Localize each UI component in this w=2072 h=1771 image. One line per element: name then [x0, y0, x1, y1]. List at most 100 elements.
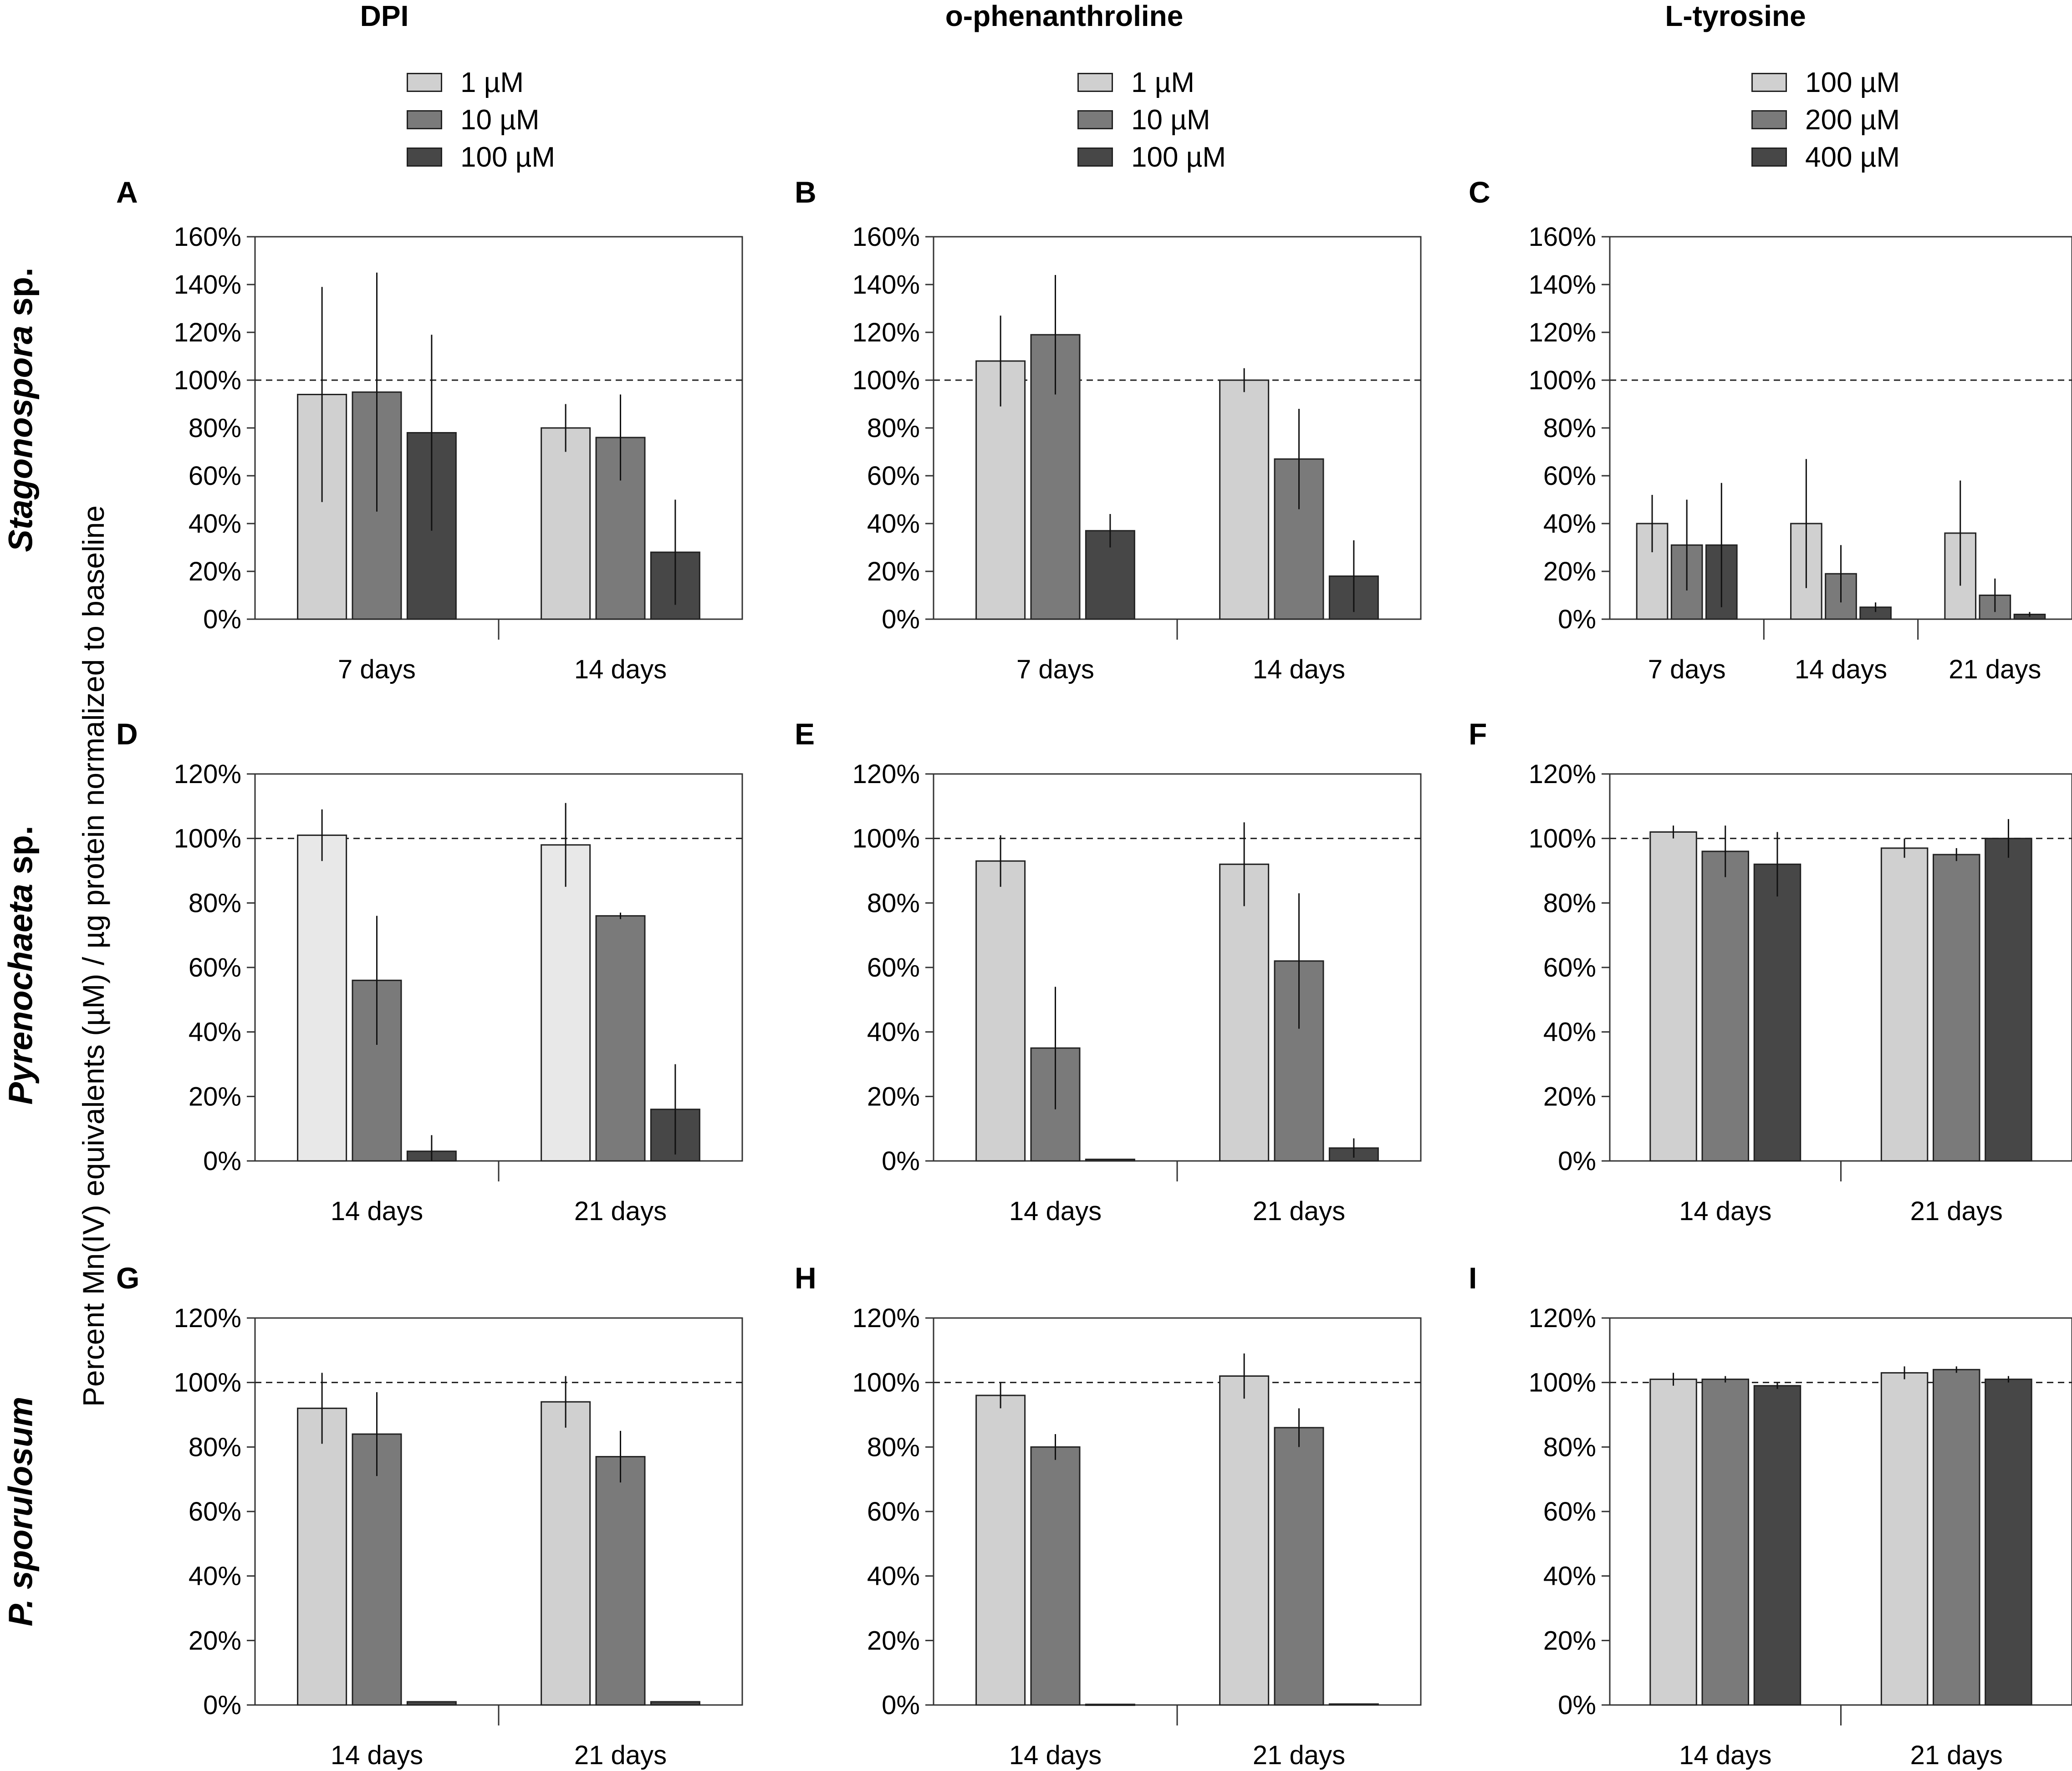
legend-swatch-dark: [1077, 148, 1113, 167]
y-tick-label: 140%: [852, 270, 920, 300]
bar: [1933, 1369, 1980, 1706]
bar: [1274, 1427, 1324, 1706]
y-tick-label: 60%: [1543, 1497, 1596, 1527]
x-category-label: 21 days: [1253, 1196, 1345, 1226]
y-tick-label: 40%: [1543, 1018, 1596, 1047]
y-tick-label: 160%: [174, 222, 241, 252]
y-tick-label: 120%: [852, 318, 920, 347]
y-tick-label: 100%: [174, 1368, 241, 1398]
bar: [1274, 458, 1324, 620]
x-category-label: 14 days: [1253, 655, 1345, 684]
bar: [1085, 1158, 1135, 1162]
y-tick-label: 100%: [1529, 824, 1596, 854]
y-tick-label: 0%: [203, 605, 241, 634]
panel-letter: I: [1469, 1261, 1477, 1295]
y-tick-label: 100%: [1529, 366, 1596, 395]
panel-letter: A: [116, 175, 138, 209]
y-tick-label: 60%: [867, 1497, 920, 1527]
y-tick-label: 20%: [867, 1082, 920, 1111]
bar: [297, 1407, 347, 1706]
bar: [1030, 1446, 1081, 1706]
y-tick-label: 80%: [189, 413, 241, 443]
legend-label: 100 µM: [1131, 141, 1226, 173]
y-tick-label: 100%: [1529, 1368, 1596, 1398]
y-tick-label: 40%: [189, 509, 241, 539]
y-tick-label: 60%: [1543, 953, 1596, 982]
panel-letter: C: [1469, 175, 1490, 209]
bar: [1880, 1372, 1929, 1706]
y-tick-label: 0%: [203, 1690, 241, 1720]
y-tick-label: 20%: [189, 557, 241, 586]
x-category-label: 14 days: [1009, 1740, 1102, 1770]
legend-swatch-dark: [1751, 148, 1787, 167]
x-category-label: 14 days: [331, 1740, 423, 1770]
legend-item: 1 µM: [407, 64, 555, 101]
y-tick-label: 80%: [1543, 888, 1596, 918]
y-tick-label: 120%: [174, 1303, 241, 1333]
bar: [1649, 1379, 1697, 1706]
y-tick-label: 80%: [189, 888, 241, 918]
column-title-dpi: DPI: [360, 0, 409, 32]
y-tick-label: 40%: [1543, 1562, 1596, 1591]
y-tick-label: 20%: [1543, 1082, 1596, 1111]
legend-swatch-light: [1077, 73, 1113, 92]
y-tick-label: 60%: [189, 461, 241, 491]
legend-l-tyrosine: 100 µM 200 µM 400 µM: [1751, 64, 1900, 176]
legend-swatch-light: [407, 73, 442, 92]
y-tick-label: 80%: [867, 888, 920, 918]
y-tick-label: 120%: [852, 759, 920, 789]
y-tick-label: 20%: [189, 1626, 241, 1655]
x-category-label: 21 days: [1253, 1740, 1345, 1770]
y-tick-label: 60%: [867, 461, 920, 491]
y-tick-label: 120%: [852, 1303, 920, 1333]
legend-label: 400 µM: [1805, 141, 1900, 173]
x-category-label: 21 days: [574, 1196, 667, 1226]
y-tick-label: 120%: [1529, 1303, 1596, 1333]
y-tick-label: 60%: [189, 1497, 241, 1527]
legend-label: 10 µM: [460, 104, 540, 136]
panel-letter: G: [116, 1261, 139, 1295]
panel-letter: F: [1469, 717, 1487, 751]
y-tick-label: 80%: [1543, 413, 1596, 443]
column-title-o-phenanthroline: o-phenanthroline: [945, 0, 1184, 32]
bar: [595, 915, 646, 1162]
y-tick-label: 80%: [189, 1432, 241, 1462]
bar: [352, 1433, 402, 1706]
bar: [1880, 847, 1929, 1162]
y-tick-label: 20%: [867, 557, 920, 586]
y-tick-label: 20%: [1543, 1626, 1596, 1655]
legend-label: 1 µM: [1131, 66, 1195, 98]
y-tick-label: 0%: [882, 1690, 920, 1720]
bar: [1701, 850, 1749, 1162]
legend-item: 200 µM: [1751, 101, 1900, 138]
legend-item: 100 µM: [407, 138, 555, 176]
y-tick-label: 40%: [867, 1562, 920, 1591]
y-tick-label: 40%: [189, 1562, 241, 1591]
column-title-l-tyrosine: L-tyrosine: [1665, 0, 1806, 32]
y-tick-label: 160%: [852, 222, 920, 252]
bar: [541, 1401, 591, 1706]
y-tick-label: 60%: [189, 953, 241, 982]
bar: [1649, 831, 1697, 1162]
x-category-label: 21 days: [1910, 1740, 2003, 1770]
y-tick-label: 20%: [189, 1082, 241, 1111]
legend-item: 10 µM: [407, 101, 555, 138]
x-category-label: 7 days: [1016, 655, 1094, 684]
y-tick-label: 100%: [174, 824, 241, 854]
bar: [1985, 1379, 2032, 1706]
legend-dpi: 1 µM 10 µM 100 µM: [407, 64, 555, 176]
bar: [1701, 1379, 1749, 1706]
y-tick-label: 120%: [174, 759, 241, 789]
y-tick-label: 120%: [1529, 759, 1596, 789]
y-tick-label: 0%: [203, 1146, 241, 1176]
legend-o-phenanthroline: 1 µM 10 µM 100 µM: [1077, 64, 1226, 176]
bar: [975, 1394, 1026, 1706]
x-category-label: 21 days: [1910, 1196, 2003, 1226]
y-tick-label: 0%: [1558, 1690, 1596, 1720]
legend-item: 1 µM: [1077, 64, 1226, 101]
bar: [1219, 1375, 1270, 1706]
legend-item: 100 µM: [1077, 138, 1226, 176]
legend-item: 100 µM: [1751, 64, 1900, 101]
legend-item: 400 µM: [1751, 138, 1900, 176]
